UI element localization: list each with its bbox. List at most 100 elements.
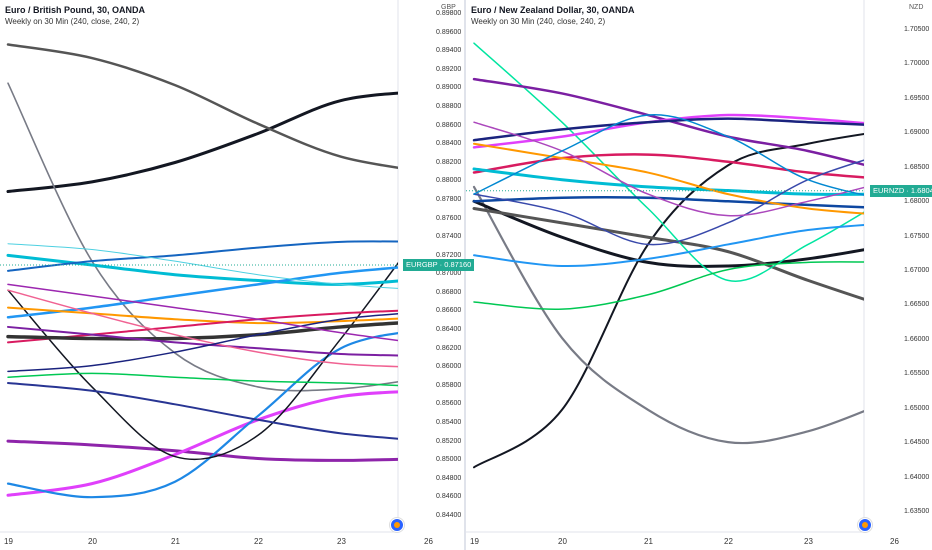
price-tick-label: 0.89800	[436, 10, 462, 17]
series-line-14	[7, 289, 398, 368]
series-line-15	[473, 121, 864, 217]
price-tick-label: 0.87200	[436, 251, 462, 259]
price-tick-label: 0.84400	[436, 512, 462, 519]
price-tick-label: 1.63500	[904, 508, 930, 515]
series-line-1	[472, 185, 864, 445]
series-line-16	[7, 382, 398, 440]
series-line-12	[6, 321, 398, 341]
price-tick-label: 0.88600	[436, 121, 462, 129]
price-tick-label: 1.70000	[904, 60, 930, 68]
time-tick-label: 21	[644, 537, 653, 546]
last-price-tag: EURGBP · 0.87160	[403, 259, 475, 272]
price-tick-label: 0.88000	[436, 177, 462, 185]
series-line-0	[6, 91, 398, 194]
indicator-legend[interactable]: Weekly on 30 Min (240, close, 240, 2)	[471, 17, 606, 26]
time-tick-label: 26	[424, 537, 433, 546]
price-tick-label: 1.70500	[904, 26, 930, 33]
price-tick-label: 1.65500	[904, 370, 930, 378]
time-tick-label: 19	[470, 537, 479, 546]
price-tick-label: 1.64500	[904, 439, 930, 447]
series-group	[6, 43, 398, 499]
price-tick-label: 0.84800	[436, 474, 462, 482]
series-line-17	[7, 243, 398, 289]
last-price-value: 1.68046	[910, 185, 932, 195]
price-tick-label: 1.69000	[904, 129, 930, 137]
price-tick-label: 0.85200	[436, 437, 462, 445]
price-tick-label: 1.69500	[904, 94, 930, 102]
series-line-9	[472, 117, 864, 142]
time-tick-label: 20	[558, 537, 567, 546]
series-line-13	[473, 142, 864, 215]
time-tick-label: 21	[171, 537, 180, 546]
last-price-tag: EURNZD · 1.68046	[870, 184, 932, 197]
price-tick-label: 1.65000	[904, 404, 930, 412]
price-tick-label: 0.86200	[436, 344, 462, 352]
series-line-1	[6, 43, 398, 170]
price-tick-label: 0.85800	[436, 381, 462, 389]
symbol-label: EURNZD	[873, 185, 905, 195]
time-tick-label: 20	[88, 537, 97, 546]
tradingview-logo-icon	[858, 518, 872, 532]
price-tick-label: 0.87400	[436, 233, 462, 241]
series-line-5	[6, 331, 398, 499]
series-line-5	[473, 261, 864, 311]
series-line-8	[7, 240, 398, 272]
symbol-label: EURGBP	[406, 260, 438, 270]
currency-label: NZD	[909, 4, 924, 11]
price-tick-label: 1.68000	[904, 198, 930, 206]
series-group	[472, 42, 864, 469]
chart-pane-eurnzd[interactable]: Euro / New Zealand Dollar, 30, OANDA Wee…	[466, 0, 932, 550]
chart-canvas-eurgbp[interactable]	[0, 0, 464, 550]
series-line-12	[472, 196, 864, 209]
series-line-4	[6, 390, 398, 497]
price-tick-label: 0.88200	[436, 158, 462, 166]
series-line-10	[472, 153, 864, 179]
pane-divider[interactable]	[464, 0, 466, 550]
price-tick-label: 0.86000	[436, 363, 462, 371]
chart-canvas-eurnzd[interactable]	[466, 0, 932, 550]
price-tick-label: 0.86600	[436, 307, 462, 315]
price-tick-label: 0.89400	[436, 47, 462, 55]
price-tick-label: 1.67500	[904, 232, 930, 240]
series-line-7	[472, 77, 864, 167]
series-line-13	[7, 325, 398, 357]
price-tick-label: 1.66000	[904, 335, 930, 343]
chart-pane-eurgbp[interactable]: Euro / British Pound, 30, OANDA Weekly o…	[0, 0, 475, 550]
indicator-legend[interactable]: Weekly on 30 Min (240, close, 240, 2)	[5, 17, 140, 26]
series-line-11	[472, 167, 864, 196]
series-line-18	[7, 312, 398, 373]
series-line-10	[7, 306, 398, 325]
time-tick-label: 23	[337, 537, 346, 546]
series-line-2	[472, 199, 864, 268]
price-tick-label: 0.86800	[436, 288, 462, 296]
time-tick-label: 23	[804, 537, 813, 546]
price-tick-label: 0.87000	[436, 270, 462, 278]
price-tick-label: 0.84600	[436, 493, 462, 501]
time-tick-label: 22	[724, 537, 733, 546]
series-line-2	[7, 82, 398, 392]
chart-title: Euro / British Pound, 30, OANDA	[5, 5, 146, 15]
price-tick-label: 1.66500	[904, 301, 930, 309]
series-line-4	[473, 42, 864, 282]
series-line-3	[6, 439, 398, 462]
price-tick-label: 0.88400	[436, 140, 462, 148]
series-line-14	[473, 159, 864, 246]
price-tick-label: 0.88800	[436, 102, 462, 110]
tradingview-logo-icon	[390, 518, 404, 532]
price-tick-label: 0.85000	[436, 456, 462, 464]
series-line-6	[7, 261, 398, 461]
price-tick-label: 0.85600	[436, 400, 462, 408]
time-tick-label: 26	[890, 537, 899, 546]
series-line-9	[6, 266, 398, 319]
time-tick-label: 22	[254, 537, 263, 546]
series-line-3	[472, 206, 864, 301]
price-tick-label: 0.87600	[436, 214, 462, 222]
price-tick-label: 0.89600	[436, 28, 462, 36]
series-line-16	[473, 114, 864, 196]
chart-title: Euro / New Zealand Dollar, 30, OANDA	[471, 5, 635, 15]
price-tick-label: 1.68500	[904, 163, 930, 171]
price-tick-label: 0.86400	[436, 326, 462, 334]
series-line-7	[6, 253, 398, 286]
price-tick-label: 0.85400	[436, 419, 462, 427]
series-line-8	[472, 113, 864, 149]
